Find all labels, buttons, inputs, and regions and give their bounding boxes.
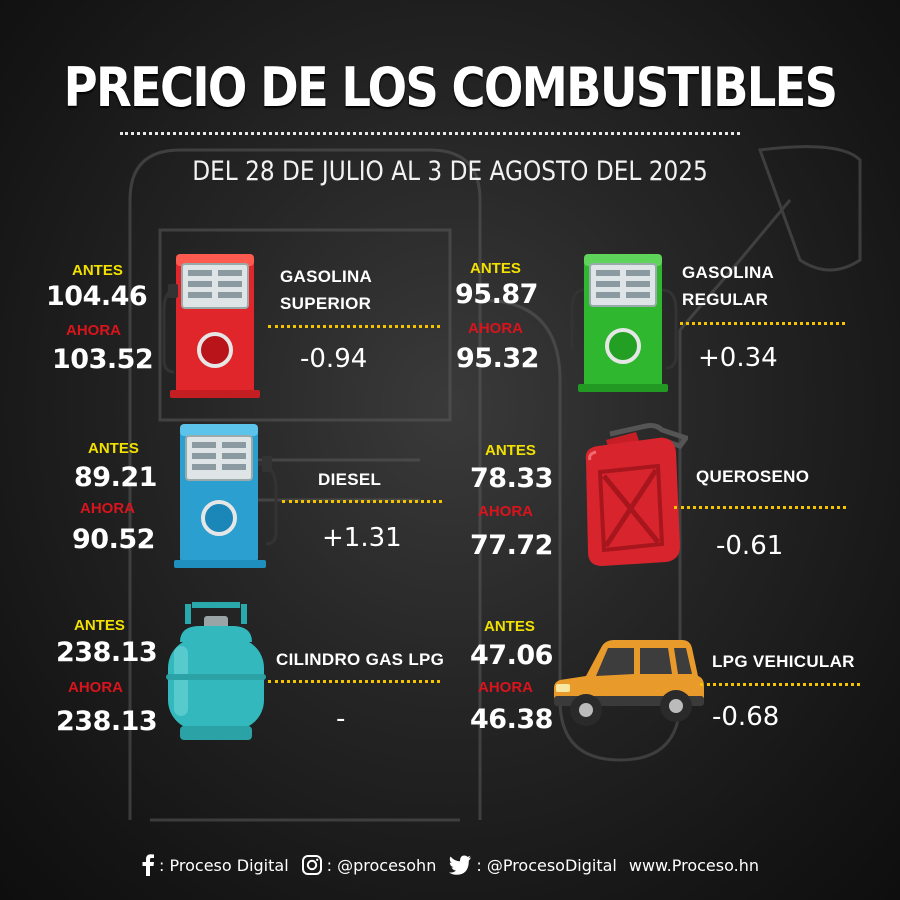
dotted-separator	[268, 680, 440, 683]
instagram-icon	[301, 855, 322, 875]
price-difference: +1.31	[322, 523, 402, 553]
twitter-link[interactable]: : @ProcesoDigital	[448, 855, 617, 875]
gas-cylinder-icon	[166, 602, 266, 740]
fuel-name-line1: LPG VEHICULAR	[712, 652, 855, 671]
fuel-name-lpg-vehicular: LPG VEHICULAR	[712, 648, 855, 675]
price-antes: 95.87	[455, 279, 538, 310]
price-antes: 238.13	[56, 637, 158, 668]
ahora-label: AHORA	[80, 500, 135, 517]
ahora-label: AHORA	[468, 320, 523, 337]
ahora-label: AHORA	[66, 322, 121, 339]
page-subtitle: DEL 28 DE JULIO AL 3 DE AGOSTO DEL 2025	[192, 156, 708, 187]
price-ahora: 238.13	[56, 706, 158, 737]
dotted-separator	[700, 683, 860, 686]
antes-label: ANTES	[484, 618, 535, 635]
price-antes: 78.33	[470, 463, 553, 494]
antes-label: ANTES	[72, 262, 123, 279]
price-ahora: 90.52	[72, 524, 155, 555]
dotted-separator	[282, 500, 442, 503]
green-fuel-pump-icon	[570, 254, 678, 392]
price-ahora: 95.32	[456, 343, 539, 374]
facebook-link[interactable]: : Proceso Digital	[141, 854, 289, 876]
facebook-handle: : Proceso Digital	[159, 855, 289, 875]
fuel-name-diesel: DIESEL	[318, 466, 381, 493]
ahora-label: AHORA	[478, 503, 533, 520]
fuel-name-queroseno: QUEROSENO	[696, 463, 809, 490]
dotted-separator	[674, 506, 846, 509]
price-antes: 47.06	[470, 640, 553, 671]
fuel-name-line1: QUEROSENO	[696, 467, 810, 486]
price-difference: -0.68	[712, 702, 780, 732]
orange-car-icon	[554, 640, 704, 726]
website-url: www.Proceso.hn	[628, 855, 759, 875]
page-title: PRECIO DE LOS COMBUSTIBLES	[63, 56, 838, 119]
blue-fuel-pump-icon	[174, 424, 278, 568]
ahora-label: AHORA	[68, 679, 123, 696]
fuel-name-line1: GASOLINA	[280, 267, 373, 286]
price-difference: +0.34	[698, 343, 778, 373]
fuel-name-gasolina-regular: GASOLINA REGULAR	[682, 259, 774, 313]
price-antes: 89.21	[74, 462, 157, 493]
dotted-separator	[680, 322, 845, 325]
fuel-name-line2: SUPERIOR	[280, 294, 372, 313]
price-ahora: 46.38	[470, 704, 553, 735]
twitter-icon	[449, 855, 472, 875]
antes-label: ANTES	[485, 442, 536, 459]
antes-label: ANTES	[88, 440, 139, 457]
dotted-separator	[268, 325, 440, 328]
social-footer: : Proceso Digital : @procesohn : @Proces…	[0, 850, 900, 880]
instagram-handle: : @procesohn	[326, 855, 437, 875]
title-divider	[120, 132, 740, 135]
price-ahora: 103.52	[52, 344, 154, 375]
price-difference: -0.61	[716, 531, 784, 561]
fuel-name-line1: GASOLINA	[682, 263, 775, 282]
price-difference: -	[336, 704, 346, 734]
antes-label: ANTES	[74, 617, 125, 634]
fuel-name-line2: REGULAR	[682, 290, 769, 309]
instagram-link[interactable]: : @procesohn	[301, 854, 437, 876]
red-fuel-pump-icon	[162, 254, 260, 398]
price-ahora: 77.72	[470, 530, 553, 561]
fuel-name-gasolina-superior: GASOLINA SUPERIOR	[280, 263, 372, 317]
website-link[interactable]: www.Proceso.hn	[629, 856, 759, 875]
twitter-handle: : @ProcesoDigital	[476, 855, 617, 875]
antes-label: ANTES	[470, 260, 521, 277]
price-difference: -0.94	[300, 344, 368, 374]
red-jerrycan-icon	[585, 423, 688, 566]
price-antes: 104.46	[46, 281, 148, 312]
ahora-label: AHORA	[478, 679, 533, 696]
fuel-name-cilindro-gas-lpg: CILINDRO GAS LPG	[276, 646, 444, 673]
fuel-name-line1: DIESEL	[318, 470, 382, 489]
facebook-icon	[142, 854, 155, 876]
fuel-name-line1: CILINDRO GAS LPG	[276, 650, 445, 669]
